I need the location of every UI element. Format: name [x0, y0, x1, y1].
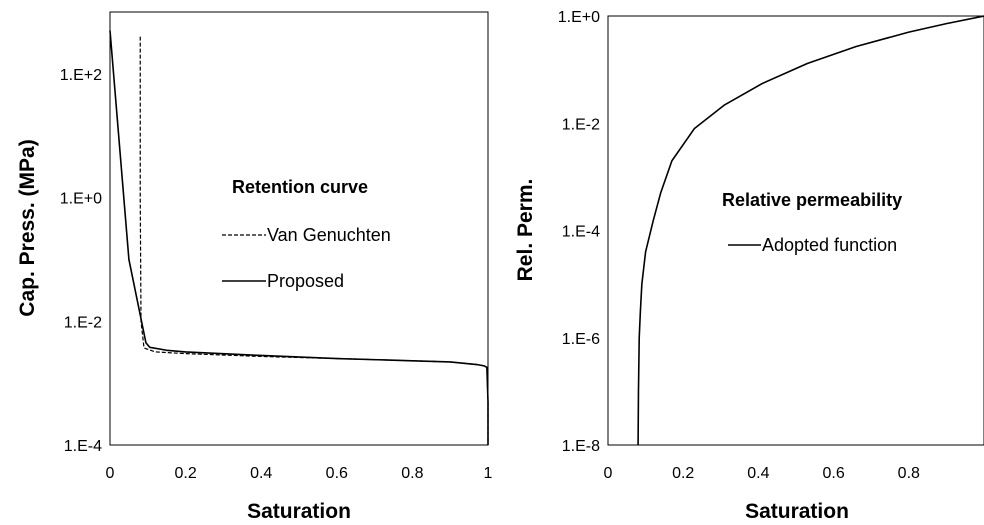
x-tick-label-relperm: 0.2: [672, 465, 694, 482]
x-tick-label-retention: 0.6: [326, 465, 348, 482]
x-tick-label-relperm: 0.6: [822, 465, 844, 482]
chart-retention: 0 0.2 0.4 0.6 0.8 1 1.E-4 1.E-2 1.E+0 1.E+2 Satu…: [16, 11, 493, 523]
x-tick-label-relperm: 0.8: [898, 465, 920, 482]
y-axis-title-relperm: Rel. Perm.: [514, 179, 537, 282]
y-tick-label-relperm: 1.E+0: [558, 9, 600, 26]
y-tick-label-relperm: 1.E-4: [562, 224, 600, 241]
legend-entry-proposed: Proposed: [222, 271, 344, 291]
chart-relative-permeability: 0 0.2 0.4 0.6 0.8 1.E-81.E-61.E-41.E-21.E+0 …: [514, 9, 984, 523]
x-tick-label-relperm: 0: [604, 465, 613, 482]
y-tick-label-relperm: 1.E-8: [562, 438, 600, 455]
plot-area-relperm: [607, 15, 984, 446]
x-tick-label-retention: 0.4: [250, 465, 272, 482]
y-tick-label-retention: 1.E+0: [60, 191, 102, 208]
x-tick-label-relperm: 0.4: [747, 465, 769, 482]
y-axis-title-retention: Cap. Press. (MPa): [16, 139, 39, 316]
x-tick-label-retention: 0.8: [401, 465, 423, 482]
y-tick-label-relperm: 1.E-6: [562, 331, 600, 348]
legend-label-van-genuchten: Van Genuchten: [267, 225, 391, 245]
legend-title-retention: Retention curve: [232, 177, 368, 197]
legend-entry-van-genuchten: Van Genuchten: [222, 225, 391, 245]
legend-title-relperm: Relative permeability: [722, 190, 902, 210]
y-tick-label-retention: 1.E+2: [60, 67, 102, 84]
legend-label-proposed: Proposed: [267, 271, 344, 291]
y-tick-label-retention: 1.E-4: [64, 438, 102, 455]
x-axis-title-relperm: Saturation: [745, 500, 849, 523]
x-tick-label-retention: 1: [484, 465, 493, 482]
x-tick-label-retention: 0: [106, 465, 115, 482]
y-tick-label-retention: 1.E-2: [64, 314, 102, 331]
legend-label-adopted-function: Adopted function: [762, 235, 897, 255]
x-ticks-relperm: 0 0.2 0.4 0.6 0.8: [604, 465, 920, 482]
series-line-proposed: [109, 30, 489, 445]
series-line-adopted-function: [637, 15, 984, 446]
series-group-retention: [109, 30, 489, 445]
x-tick-label-retention: 0.2: [174, 465, 196, 482]
y-ticks-relperm: 1.E-8 1.E-6 1.E-4 1.E-2 1.E+0: [558, 9, 600, 455]
x-ticks-retention: 0 0.2 0.4 0.6 0.8 1: [106, 465, 493, 482]
legend-entry-adopted-function: Adopted function: [728, 235, 897, 255]
y-tick-label-relperm: 1.E-2: [562, 116, 600, 133]
series-group-relperm: [637, 15, 984, 446]
x-axis-title-retention: Saturation: [247, 500, 351, 523]
plot-area-retention: [109, 11, 489, 446]
y-ticks-retention: 1.E-4 1.E-2 1.E+0 1.E+2: [60, 67, 102, 455]
